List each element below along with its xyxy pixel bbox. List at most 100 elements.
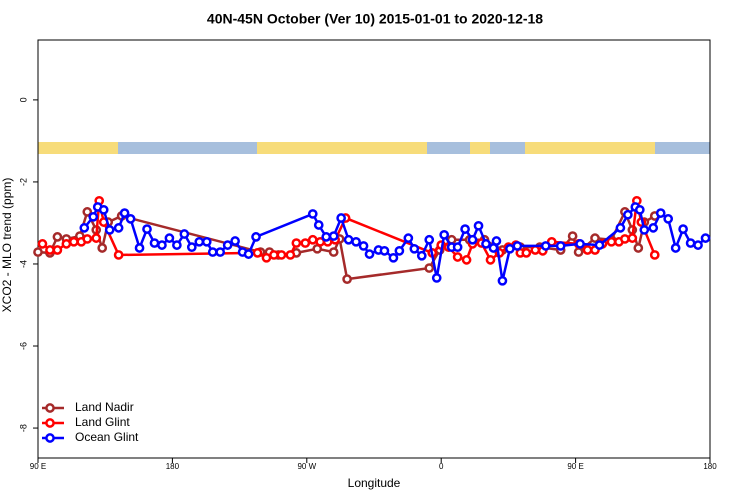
point [328,247,339,257]
point [394,245,405,256]
point [379,245,390,256]
point [497,275,508,286]
point [512,241,523,251]
point [431,273,442,283]
point [358,241,369,251]
point [261,252,272,263]
point [79,223,90,233]
chart-title: 40N-45N October (Ver 10) 2015-01-01 to 2… [207,11,543,27]
point [606,236,617,247]
point [467,234,478,245]
point [649,250,660,260]
point [491,236,502,246]
point [52,245,63,255]
point [201,236,212,247]
point [416,250,427,261]
point [119,208,130,218]
point [276,250,287,260]
point [485,255,496,265]
point [575,239,585,249]
point [670,243,681,253]
point [530,245,541,255]
point [678,224,688,234]
point [68,236,79,247]
y-tick-label: 0 [18,97,28,102]
point [540,241,551,251]
point [321,232,332,242]
point [313,220,324,230]
point [134,243,145,253]
legend-label: Land Nadir [75,400,134,414]
point [573,247,584,257]
point [61,239,72,249]
y-tick-label: -6 [18,342,28,350]
land-strip [38,142,118,154]
point [91,233,102,243]
point [582,245,593,255]
point [439,229,450,240]
point [285,250,296,260]
point [634,204,645,215]
point [693,240,703,250]
map-strip [38,142,710,154]
point [623,209,633,220]
point [113,250,124,260]
point [291,238,302,248]
y-tick-label: -4 [18,260,28,268]
point [639,225,650,235]
point [351,236,361,247]
point [307,234,318,245]
point [45,245,55,255]
point [186,242,197,253]
point [113,223,124,233]
x-axis-label: Longitude [348,476,401,490]
point [481,239,491,249]
point [172,240,182,250]
point [104,225,115,235]
y-tick-label: -2 [18,178,28,186]
point [452,242,463,253]
legend-label: Land Glint [75,415,130,429]
point [403,233,414,243]
point [179,229,190,239]
x-tick-label: 0 [439,462,444,471]
x-tick-label: 180 [703,462,717,471]
point [243,249,254,259]
x-tick-label: 90 E [30,462,46,471]
point [700,233,711,243]
x-tick-label: 90 W [297,462,316,471]
point [222,240,233,250]
point [33,247,43,257]
point [82,234,93,244]
point [461,255,472,265]
point [125,213,136,224]
land-strip [257,142,427,154]
series [79,202,711,286]
point [452,252,463,262]
point [342,274,352,285]
point [98,204,109,215]
point [328,231,339,241]
point [460,224,470,234]
point [251,232,261,242]
point [648,223,659,233]
x-tick-label: 180 [166,462,180,471]
point [633,243,644,253]
point [388,252,399,263]
point [207,247,218,257]
point [343,234,354,245]
point [230,236,240,246]
point [336,213,346,223]
point [473,220,484,231]
point [505,243,515,254]
point [567,231,578,241]
point [252,248,263,258]
point [615,223,626,233]
point [52,232,63,242]
y-axis-label: XCO2 - MLO trend (ppm) [0,178,14,313]
point [627,233,638,243]
point [157,240,167,250]
point [88,211,99,222]
point [307,209,318,219]
